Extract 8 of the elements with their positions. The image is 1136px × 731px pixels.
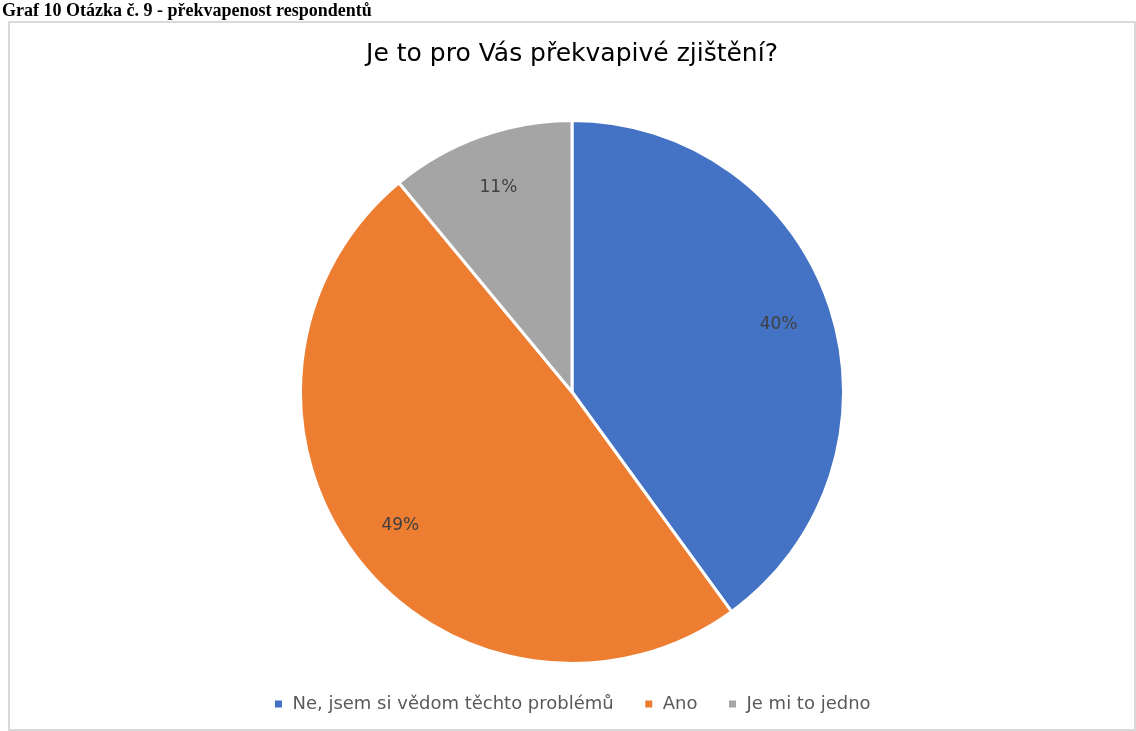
legend-label: Ano xyxy=(662,691,698,713)
legend-label: Je mi to jedno xyxy=(745,691,871,713)
data-label: 11% xyxy=(479,176,518,197)
legend-label: Ne, jsem si vědom těchto problémů xyxy=(292,691,614,713)
chart-title: Je to pro Vás překvapivé zjištění? xyxy=(364,37,778,67)
data-label: 40% xyxy=(759,313,798,334)
data-label: 49% xyxy=(381,513,420,534)
text: Graf 10 Otázka č. 9 - překvapenost respondentů xyxy=(2,0,372,20)
